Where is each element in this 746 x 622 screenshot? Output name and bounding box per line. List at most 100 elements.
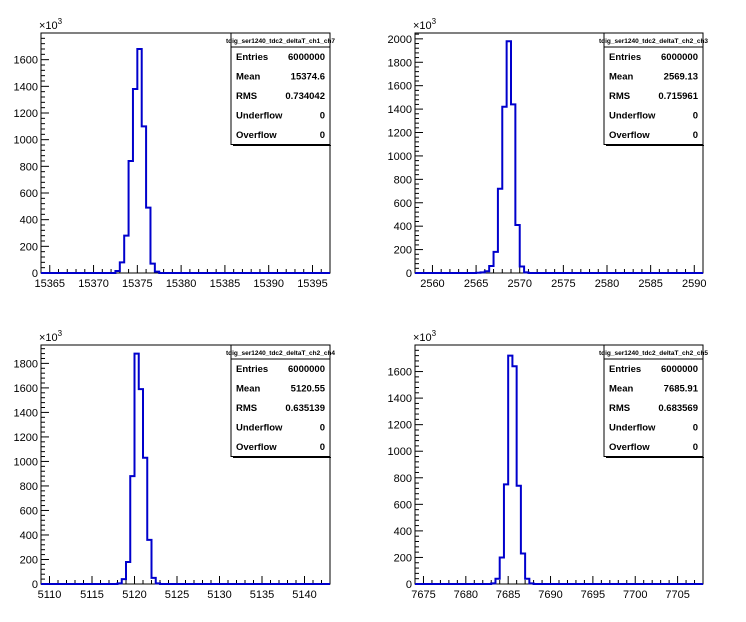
stats-box: tdig_ser1240_tdc2_deltaT_ch1_ch7 Entries 6…	[226, 32, 335, 146]
x-tick-label: 2585	[638, 278, 662, 290]
y-tick-label: 1400	[388, 104, 412, 116]
histogram-series	[415, 354, 703, 585]
y-exponent-label: ×103	[413, 17, 437, 32]
stat-label: Mean	[609, 72, 633, 83]
stats-box: tdig_ser1240_tdc2_deltaT_ch2_ch3 Entries 6…	[599, 32, 708, 146]
y-tick-label: 1200	[388, 420, 412, 432]
stat-value: 0.734042	[285, 91, 325, 102]
x-tick-label: 5120	[122, 589, 146, 601]
y-tick-label: 400	[20, 215, 38, 227]
y-tick-label: 400	[394, 526, 412, 538]
x-tick-label: 15390	[253, 278, 284, 290]
stat-label: RMS	[609, 91, 630, 102]
x-tick-label: 7680	[454, 589, 478, 601]
y-tick-label: 600	[20, 505, 38, 517]
y-tick-label: 200	[20, 554, 38, 566]
x-tick-label: 2565	[464, 278, 488, 290]
x-tick-label: 5125	[165, 589, 189, 601]
stat-label: Entries	[236, 52, 268, 63]
y-exponent-label: ×103	[39, 329, 63, 344]
y-exponent-power: 3	[432, 329, 437, 338]
y-tick-label: 800	[394, 174, 412, 186]
stat-value: 0.715961	[658, 91, 698, 102]
y-exponent-label: ×103	[413, 329, 437, 344]
x-tick-label: 5130	[207, 589, 231, 601]
stat-value: 15374.6	[291, 72, 325, 83]
y-tick-label: 800	[394, 473, 412, 485]
x-tick-label: 7690	[538, 589, 562, 601]
x-tick-label: 5140	[292, 589, 316, 601]
stat-value: 5120.55	[291, 384, 326, 395]
stats-box-frame	[603, 32, 704, 145]
histogram-panel-1: 0 200 400 600 800 1000 1200 1400 1600 15365 15370 1…	[14, 17, 336, 290]
stat-label: RMS	[236, 403, 257, 414]
stat-value: 2569.13	[664, 72, 698, 83]
stats-box-frame	[603, 344, 704, 457]
histogram-panel-2: 0 200 400 600 800 1000 1200 1400 1600 1800 2000 256…	[388, 17, 709, 290]
stats-box: tdig_ser1240_tdc2_deltaT_ch2_ch4 Entries 6…	[226, 344, 335, 458]
x-tick-label: 2590	[682, 278, 706, 290]
y-tick-label: 1000	[14, 456, 38, 468]
stat-label: Overflow	[609, 130, 650, 141]
y-tick-label: 400	[20, 530, 38, 542]
stat-label: RMS	[609, 403, 630, 414]
stat-label: Underflow	[236, 423, 283, 434]
y-tick-label: 200	[394, 552, 412, 564]
stat-value: 0.635139	[285, 403, 325, 414]
y-exponent-power: 3	[432, 17, 437, 26]
x-tick-label: 5135	[250, 589, 274, 601]
y-tick-label: 1600	[388, 81, 412, 93]
stat-label: Entries	[609, 52, 641, 63]
stat-label: Entries	[236, 364, 268, 375]
x-tick-label: 15365	[34, 278, 65, 290]
stat-value: 6000000	[288, 52, 325, 63]
stat-value: 0	[320, 130, 325, 141]
y-exponent-label: ×103	[39, 17, 63, 32]
stat-value: 0	[693, 130, 698, 141]
y-tick-label: 1600	[388, 367, 412, 379]
y-tick-label: 0	[32, 268, 38, 280]
y-tick-label: 600	[20, 188, 38, 200]
x-tick-label: 7675	[411, 589, 435, 601]
x-tick-label: 7705	[665, 589, 689, 601]
x-tick-label: 15370	[78, 278, 109, 290]
x-tick-label: 15395	[297, 278, 328, 290]
histogram-title: tdig_ser1240_tdc2_deltaT_ch1_ch7	[226, 38, 335, 45]
y-tick-label: 1600	[14, 383, 38, 395]
y-tick-label: 0	[32, 579, 38, 591]
x-tick-label: 15385	[210, 278, 241, 290]
y-tick-label: 1800	[388, 57, 412, 69]
stat-value: 0	[693, 423, 698, 434]
y-exponent-power: 3	[58, 17, 63, 26]
stat-label: Underflow	[609, 423, 656, 434]
stat-value: 6000000	[288, 364, 325, 375]
histogram-panel-4: 0 200 400 600 800 1000 1200 1400 1600 7675 7680 768…	[388, 329, 709, 601]
y-tick-label: 1400	[14, 81, 38, 93]
histogram-title: tdig_ser1240_tdc2_deltaT_ch2_ch4	[226, 350, 335, 357]
y-tick-label: 1200	[388, 128, 412, 140]
x-tick-label: 7685	[496, 589, 520, 601]
x-tick-label: 2580	[595, 278, 619, 290]
x-tick-label: 15375	[122, 278, 153, 290]
y-tick-label: 0	[406, 268, 412, 280]
stat-value: 6000000	[661, 364, 698, 375]
stat-value: 0	[320, 423, 325, 434]
y-tick-label: 1800	[14, 358, 38, 370]
x-tick-label: 7700	[623, 589, 647, 601]
y-tick-label: 1000	[388, 151, 412, 163]
stat-value: 7685.91	[664, 384, 699, 395]
stat-label: Overflow	[236, 442, 277, 453]
stats-box-frame	[230, 32, 331, 145]
y-tick-label: 1000	[14, 135, 38, 147]
histogram-series	[41, 48, 330, 274]
stats-box: tdig_ser1240_tdc2_deltaT_ch2_ch5 Entries 6…	[599, 344, 708, 458]
histogram-title: tdig_ser1240_tdc2_deltaT_ch2_ch5	[599, 350, 708, 357]
y-tick-label: 1200	[14, 432, 38, 444]
x-tick-label: 5115	[80, 589, 104, 601]
stats-box-frame	[230, 344, 331, 457]
y-tick-label: 1200	[14, 108, 38, 120]
stat-label: Mean	[236, 384, 260, 395]
y-tick-label: 0	[406, 579, 412, 591]
stat-label: Entries	[609, 364, 641, 375]
